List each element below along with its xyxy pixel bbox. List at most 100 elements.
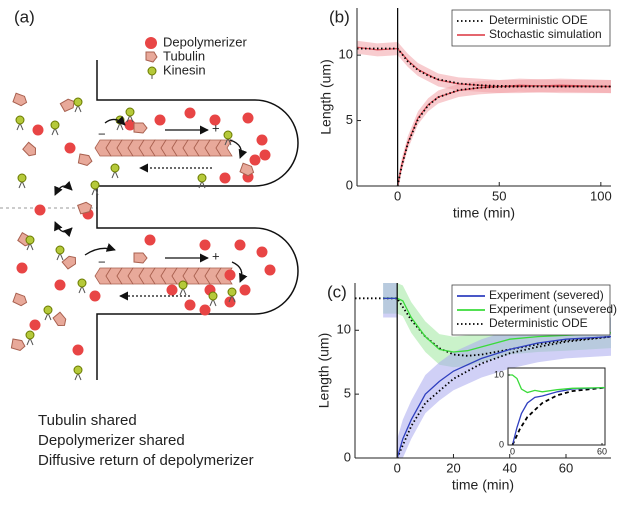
depolymerizer — [224, 296, 236, 308]
kinesin — [90, 180, 100, 196]
depolymerizer — [264, 264, 276, 276]
y-tick-label: 5 — [344, 386, 351, 401]
tubulin — [12, 292, 28, 307]
y-tick-label: 0 — [499, 439, 504, 449]
kinesin — [43, 305, 53, 321]
depolymerizer — [72, 344, 84, 356]
series-line — [396, 336, 611, 458]
depolymerizer — [16, 262, 28, 274]
legend-label: Deterministic ODE — [489, 13, 588, 27]
kinesin-head — [73, 97, 83, 107]
depolymerizer — [144, 234, 156, 246]
kinesin — [227, 287, 237, 303]
series-line — [511, 386, 605, 445]
tubulin — [22, 141, 37, 157]
x-axis-label: time (min) — [453, 205, 515, 221]
kinesin-head — [55, 245, 65, 255]
x-tick-label: 0 — [394, 188, 401, 203]
plot — [508, 374, 605, 445]
channel-outline — [96, 60, 299, 380]
kinesin-head — [227, 287, 237, 297]
kinesin-head — [77, 278, 87, 288]
y-tick-label: 10 — [494, 369, 504, 379]
plus-sign: + — [212, 120, 220, 135]
kinesin-head — [223, 130, 233, 140]
depolymerizer — [32, 124, 44, 136]
x-tick-label: 50 — [492, 188, 506, 203]
depolymerizer — [199, 239, 211, 251]
x-tick-label: 20 — [446, 460, 460, 475]
legend-label: Tubulin — [163, 48, 205, 63]
series-line — [508, 374, 605, 394]
kinesin-head — [197, 173, 207, 183]
panel-label: (b) — [329, 7, 350, 26]
legend-label: Stochastic simulation — [489, 27, 602, 41]
depolymerizer — [124, 119, 136, 131]
caption: Diffusive return of depolymerizer — [38, 452, 254, 469]
tubulin — [133, 122, 148, 134]
kinesin — [25, 330, 35, 346]
depolymerizer — [166, 284, 178, 296]
x-tick-label: 0 — [394, 460, 401, 475]
depolymerizer — [184, 299, 196, 311]
kinesin — [25, 235, 35, 251]
kinesin-head — [110, 163, 120, 173]
depolymerizer — [29, 319, 41, 331]
kinesin — [15, 115, 25, 131]
series-line — [383, 297, 611, 353]
kinesin-head — [25, 235, 35, 245]
depolymerizer — [209, 114, 221, 126]
minus-sign: − — [98, 254, 106, 269]
x-axis-label: time (min) — [452, 477, 514, 493]
kinesin-head — [25, 330, 35, 340]
depolymerizer — [154, 114, 166, 126]
tubulin — [10, 338, 26, 352]
tubulin-subunit — [215, 139, 233, 157]
kinesin — [73, 365, 83, 381]
x-tick-label: 60 — [559, 460, 573, 475]
kinesin — [125, 107, 135, 123]
arrow — [54, 221, 73, 238]
y-tick-label: 0 — [346, 177, 353, 192]
arrow — [231, 261, 248, 283]
kinesin — [223, 130, 233, 146]
kinesin — [197, 173, 207, 189]
arrow — [54, 180, 73, 196]
x-tick-label: 40 — [502, 460, 516, 475]
x-tick-label: 0 — [510, 446, 515, 456]
kinesin-head — [50, 120, 60, 130]
depolymerizer — [224, 269, 236, 281]
depolymerizer — [256, 246, 268, 258]
depolymerizer — [54, 279, 66, 291]
caption: Tubulin shared — [38, 412, 137, 429]
y-tick-label: 10 — [339, 47, 353, 62]
depolymerizer — [256, 134, 268, 146]
y-tick-label: 0 — [344, 449, 351, 464]
tubulin — [239, 162, 255, 177]
tubulin — [77, 153, 93, 167]
tubulin — [52, 311, 67, 327]
kinesin — [178, 280, 188, 296]
depolymerizer — [89, 290, 101, 302]
depolymerizer — [249, 154, 261, 166]
legend-label: Deterministic ODE — [489, 316, 588, 330]
y-tick-label: 10 — [337, 322, 351, 337]
kinesin — [77, 278, 87, 294]
kinesin — [50, 120, 60, 136]
tubulin — [133, 252, 148, 264]
kinesin-head — [125, 107, 135, 117]
legend-label: Depolymerizer — [163, 34, 247, 49]
kinesin-head — [17, 173, 27, 183]
x-tick-label: 60 — [597, 446, 607, 456]
arrow — [104, 115, 126, 126]
legend-label: Experiment (unsevered) — [489, 302, 617, 316]
kinesin-head — [43, 305, 53, 315]
depolymerizer — [239, 284, 251, 296]
depolymerizer — [199, 304, 211, 316]
arrow — [84, 243, 116, 256]
minus-sign: − — [98, 126, 106, 141]
chart: 0 10 0 60 — [494, 367, 607, 456]
band — [383, 283, 398, 318]
plot-area — [507, 367, 606, 446]
